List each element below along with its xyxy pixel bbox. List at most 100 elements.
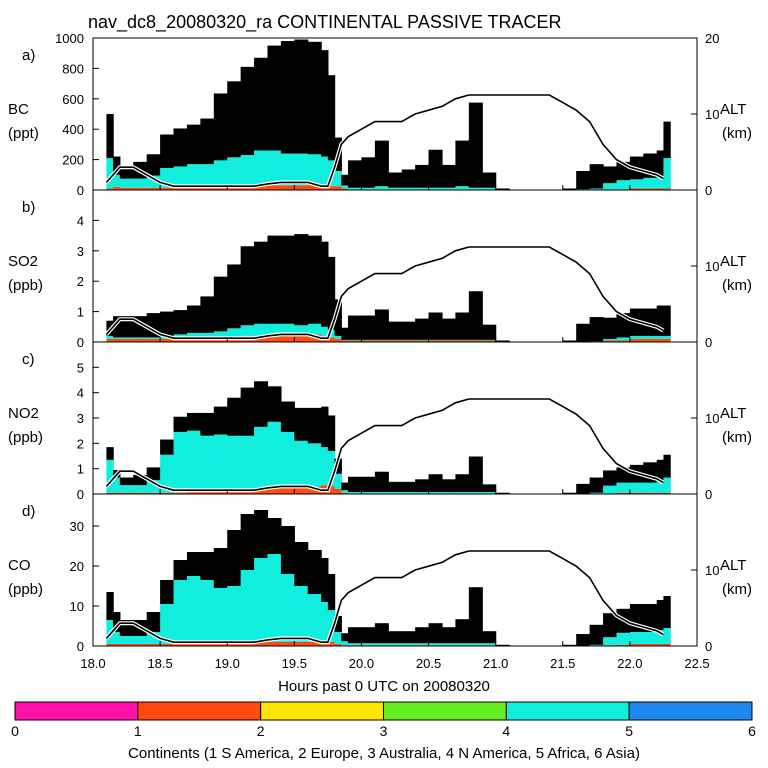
bar-a-asia	[415, 164, 430, 188]
bar-b-s-america	[213, 338, 228, 342]
bar-d-n-america	[321, 602, 329, 642]
bar-a-s-america	[629, 188, 644, 190]
bar-c-asia	[482, 484, 497, 492]
bar-b-n-america	[146, 337, 161, 339]
x-tick-label: 22.5	[684, 656, 709, 671]
bar-d-n-america	[388, 643, 403, 646]
panel-label-c: NO2	[8, 405, 39, 422]
bar-b-s-america	[280, 335, 295, 342]
altitude-line-c	[105, 398, 664, 492]
x-tick-label: 18.0	[80, 656, 105, 671]
bar-b-n-america	[656, 335, 665, 339]
legend-tick-label: 3	[380, 723, 388, 739]
bar-d-n-america	[401, 643, 416, 646]
bar-b-n-america	[294, 325, 309, 336]
bar-d-asia	[428, 623, 443, 644]
bar-d-asia	[401, 631, 416, 644]
bar-a-n-america	[334, 171, 342, 187]
alt-unit-a: (km)	[722, 125, 752, 142]
bar-c-n-america	[401, 491, 416, 494]
bar-a-s-america	[119, 187, 134, 190]
bar-d-n-america	[468, 643, 483, 646]
bar-a-n-america	[401, 187, 416, 190]
bar-b-n-america	[200, 332, 215, 339]
bar-d-n-america	[348, 643, 363, 646]
bar-d-n-america	[227, 586, 242, 642]
panel-tag-a: a)	[22, 47, 35, 64]
bar-a-asia	[348, 160, 363, 188]
bar-b-asia	[348, 315, 363, 340]
bar-a-s-america	[160, 187, 175, 190]
bar-a-asia	[495, 188, 510, 190]
bar-d-n-america	[643, 632, 658, 644]
y-tick-label-d: 30	[70, 519, 84, 534]
bar-d-asia	[388, 631, 403, 644]
bar-d-asia	[348, 627, 363, 644]
bar-d-asia	[663, 596, 671, 628]
bar-a-n-america	[186, 164, 201, 187]
bar-d-n-america	[173, 580, 188, 644]
bar-c-s-america	[146, 492, 161, 494]
bar-d-asia	[361, 627, 376, 644]
bar-d-asia	[334, 616, 342, 632]
bar-d-n-america	[482, 643, 497, 646]
bar-b-n-america	[213, 331, 228, 339]
bar-d-s-america	[119, 644, 134, 646]
bar-b-n-america	[307, 323, 322, 335]
bar-d-asia	[562, 644, 577, 646]
bar-a-s-america	[307, 184, 322, 190]
bar-d-asia	[455, 619, 470, 644]
bar-b-s-america	[441, 340, 456, 342]
bar-a-asia	[428, 149, 443, 188]
bar-b-asia	[341, 327, 349, 340]
bar-c-s-america	[656, 492, 665, 494]
y-tick-label-a: 200	[62, 153, 84, 168]
panel-tag-d: d)	[22, 503, 35, 520]
bar-b-s-america	[294, 335, 309, 342]
bar-a-asia	[482, 172, 497, 188]
panel-unit-a: (ppt)	[8, 125, 39, 142]
legend-tick-label: 0	[11, 723, 19, 739]
bar-c-asia	[361, 476, 376, 492]
alt-tick-label-d: 0	[705, 639, 712, 654]
bar-c-n-america	[113, 477, 121, 493]
bar-d-asia	[495, 644, 510, 646]
bar-b-n-america	[348, 339, 363, 341]
bar-b-asia	[213, 276, 228, 332]
bar-a-n-america	[616, 180, 631, 190]
bar-c-s-america	[173, 492, 188, 494]
bar-b-asia	[495, 340, 510, 342]
bar-c-s-america	[616, 492, 631, 494]
bar-a-asia	[374, 140, 389, 187]
panel-label-b: SO2	[8, 253, 38, 270]
bar-a-asia	[254, 57, 269, 151]
y-tick-label-c: 5	[77, 360, 84, 375]
bar-a-n-america	[603, 183, 618, 190]
bar-c-asia	[663, 454, 671, 478]
panel-unit-c: (ppb)	[8, 429, 43, 446]
y-tick-label-a: 800	[62, 61, 84, 76]
bar-b-asia	[663, 305, 671, 336]
bar-a-n-america	[441, 187, 456, 190]
y-tick-label-b: 0	[77, 335, 84, 350]
bar-c-n-america	[589, 492, 604, 494]
bar-a-asia	[294, 39, 309, 154]
bar-d-n-america	[307, 594, 322, 642]
bar-c-asia	[468, 456, 483, 492]
bar-c-n-america	[455, 491, 470, 494]
bar-c-n-america	[280, 431, 295, 488]
bar-b-n-america	[455, 339, 470, 341]
bar-c-n-america	[629, 482, 644, 493]
bar-b-asia	[455, 312, 470, 340]
bar-b-n-america	[482, 339, 497, 341]
alt-tick-label-a: 0	[705, 183, 712, 198]
alt-unit-d: (km)	[722, 581, 752, 598]
bar-d-n-america	[663, 628, 671, 644]
bar-d-n-america	[656, 630, 665, 644]
y-tick-label-b: 4	[77, 213, 84, 228]
bar-c-n-america	[133, 485, 148, 493]
bar-b-s-america	[603, 340, 618, 342]
bar-c-asia	[119, 477, 134, 486]
bar-d-s-america	[629, 644, 644, 646]
bar-d-asia	[294, 542, 309, 586]
